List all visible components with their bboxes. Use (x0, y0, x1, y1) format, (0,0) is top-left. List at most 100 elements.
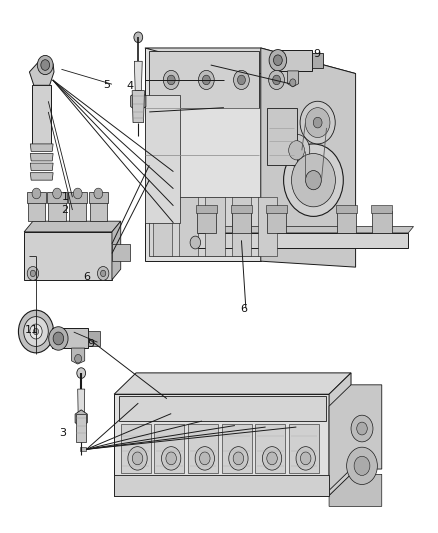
Circle shape (288, 141, 304, 160)
Circle shape (350, 415, 372, 442)
Polygon shape (30, 144, 53, 151)
Circle shape (27, 266, 39, 280)
Polygon shape (132, 91, 144, 123)
Polygon shape (371, 211, 391, 233)
Circle shape (30, 324, 42, 339)
Polygon shape (114, 475, 328, 496)
Circle shape (132, 452, 142, 465)
Text: 11: 11 (25, 326, 39, 335)
Polygon shape (266, 108, 296, 165)
Polygon shape (187, 424, 218, 473)
Text: 9: 9 (313, 50, 320, 59)
Circle shape (272, 75, 280, 85)
Polygon shape (71, 348, 85, 364)
Text: 3: 3 (59, 428, 66, 438)
Polygon shape (28, 200, 45, 221)
Circle shape (233, 70, 249, 90)
Circle shape (300, 101, 335, 144)
Circle shape (32, 188, 41, 199)
Polygon shape (231, 197, 251, 256)
Polygon shape (254, 424, 285, 473)
Polygon shape (230, 205, 251, 213)
Circle shape (198, 70, 214, 90)
Circle shape (166, 452, 176, 465)
Circle shape (167, 75, 175, 85)
Circle shape (289, 79, 295, 86)
Polygon shape (69, 200, 86, 221)
Circle shape (313, 117, 321, 128)
Polygon shape (149, 197, 258, 256)
Text: 5: 5 (103, 80, 110, 90)
Polygon shape (336, 205, 357, 213)
Polygon shape (336, 211, 356, 233)
Circle shape (134, 32, 142, 43)
Circle shape (353, 456, 369, 475)
Polygon shape (260, 48, 355, 267)
Circle shape (73, 188, 82, 199)
Polygon shape (274, 50, 311, 71)
Circle shape (228, 447, 247, 470)
Polygon shape (188, 227, 413, 233)
Polygon shape (221, 424, 251, 473)
Circle shape (305, 171, 321, 190)
Circle shape (74, 354, 81, 363)
Circle shape (49, 327, 68, 350)
Circle shape (163, 70, 179, 90)
Polygon shape (328, 385, 381, 490)
Circle shape (268, 70, 284, 90)
Polygon shape (231, 211, 251, 233)
Circle shape (295, 447, 314, 470)
Polygon shape (30, 154, 53, 161)
Circle shape (237, 75, 245, 85)
Polygon shape (30, 163, 53, 171)
Polygon shape (131, 91, 145, 112)
Polygon shape (196, 211, 215, 233)
Circle shape (94, 188, 102, 199)
Circle shape (41, 60, 49, 70)
Polygon shape (195, 205, 216, 213)
Polygon shape (48, 200, 66, 221)
Circle shape (127, 447, 147, 470)
Text: 6: 6 (240, 304, 247, 314)
Text: 1: 1 (61, 192, 68, 202)
Polygon shape (145, 48, 260, 261)
Polygon shape (80, 447, 86, 451)
Polygon shape (76, 414, 86, 442)
Polygon shape (24, 232, 112, 280)
Polygon shape (88, 331, 100, 346)
Circle shape (30, 270, 35, 277)
Polygon shape (258, 197, 277, 256)
Text: 6: 6 (83, 272, 90, 282)
Circle shape (233, 452, 243, 465)
Circle shape (37, 55, 53, 75)
Circle shape (291, 154, 335, 207)
Polygon shape (29, 61, 54, 85)
Polygon shape (371, 205, 392, 213)
Polygon shape (114, 373, 350, 394)
Circle shape (262, 447, 281, 470)
Circle shape (300, 452, 310, 465)
Text: 9: 9 (88, 339, 95, 349)
Circle shape (33, 328, 39, 335)
Polygon shape (134, 61, 142, 91)
Polygon shape (88, 192, 108, 203)
Polygon shape (154, 424, 184, 473)
Circle shape (190, 236, 200, 249)
Polygon shape (152, 197, 172, 256)
Polygon shape (75, 410, 87, 427)
Circle shape (77, 368, 85, 378)
Circle shape (283, 134, 309, 166)
Polygon shape (328, 474, 381, 506)
Circle shape (199, 452, 210, 465)
Polygon shape (30, 173, 53, 180)
Polygon shape (32, 85, 51, 144)
Circle shape (53, 332, 64, 345)
Polygon shape (287, 71, 298, 87)
Polygon shape (118, 395, 325, 421)
Polygon shape (145, 48, 355, 74)
Circle shape (305, 108, 329, 138)
Text: 2: 2 (61, 205, 68, 215)
Polygon shape (311, 53, 322, 68)
Circle shape (283, 144, 343, 216)
Polygon shape (52, 328, 88, 348)
